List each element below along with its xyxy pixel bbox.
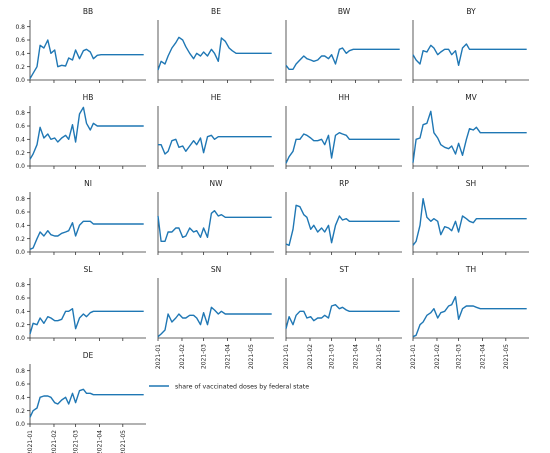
series-line-bw [285, 47, 400, 71]
panel-title: NW [209, 179, 223, 188]
x-tick-label: 2021-03 [329, 344, 336, 369]
series-line-hb [29, 106, 144, 160]
panel-title: ST [339, 265, 349, 274]
panel-title: RP [339, 179, 349, 188]
series-line-sn [157, 306, 272, 338]
panel-he: HE [157, 93, 274, 169]
y-tick-label: 0.0 [15, 335, 25, 342]
panel-rp: RP [285, 179, 402, 255]
series-line-mv [412, 110, 527, 163]
x-tick-label: 2021-01 [27, 430, 34, 453]
x-tick-label: 2021-01 [155, 344, 162, 369]
panel-sn: SN 2021-01 2021-02 2021-03 2021-04 2021-05 [155, 265, 274, 369]
x-tick-label: 2021-04 [225, 344, 232, 369]
y-tick-label: 0.8 [15, 24, 25, 31]
panel-title: BW [338, 7, 351, 16]
panel-title: NI [84, 179, 92, 188]
panel-title: BE [211, 7, 221, 16]
y-tick-label: 0.8 [15, 196, 25, 203]
series-line-nw [157, 209, 272, 243]
panel-title: TH [465, 265, 476, 274]
panel-ni: NI 0.0 0.2 0.4 0.6 0.8 [15, 179, 146, 256]
y-tick-label: 0.2 [15, 408, 25, 415]
x-tick-label: 2021-04 [353, 344, 360, 369]
y-tick-label: 0.2 [15, 150, 25, 157]
x-tick-label: 2021-05 [376, 344, 383, 369]
x-tick-label: 2021-02 [51, 430, 58, 453]
x-tick-label: 2021-02 [434, 344, 441, 369]
y-tick-label: 0.2 [15, 64, 25, 71]
panel-title: MV [465, 93, 477, 102]
y-tick-label: 0.2 [15, 322, 25, 329]
y-tick-label: 0.6 [15, 123, 25, 130]
series-line-hh [285, 131, 400, 164]
x-tick-label: 2021-05 [503, 344, 510, 369]
x-tick-label: 2021-05 [248, 344, 255, 369]
panel-sh: SH [412, 179, 529, 255]
panel-title: BY [466, 7, 476, 16]
panel-hb: HB 0.0 0.2 0.4 0.6 0.8 [15, 93, 146, 170]
x-tick-label: 2021-04 [480, 344, 487, 369]
panel-de: DE 0.0 0.2 0.4 0.6 0.8 2021-01 2021-02 2021-03 20… [15, 351, 146, 453]
panel-title: DE [83, 351, 94, 360]
y-tick-label: 0.8 [15, 110, 25, 117]
y-tick-label: 0.4 [15, 137, 25, 144]
panel-title: HH [338, 93, 349, 102]
series-line-by [412, 43, 527, 67]
y-tick-label: 0.4 [15, 309, 25, 316]
x-tick-label: 2021-01 [283, 344, 290, 369]
y-tick-label: 0.8 [15, 368, 25, 375]
panel-mv: MV [412, 93, 529, 169]
panel-st: ST 2021-01 2021-02 2021-03 2021-04 2021-05 [283, 265, 402, 369]
y-tick-label: 0.6 [15, 37, 25, 44]
x-tick-label: 2021-04 [97, 430, 104, 453]
x-tick-label: 2021-03 [201, 344, 208, 369]
panel-hh: HH [285, 93, 402, 169]
panel-th: TH 2021-01 2021-02 2021-03 2021-04 2021-05 [410, 265, 529, 369]
series-line-de [29, 388, 144, 418]
panel-by: BY [412, 7, 529, 83]
panel-nw: NW [157, 179, 274, 255]
y-tick-label: 0.0 [15, 421, 25, 428]
y-tick-label: 0.6 [15, 381, 25, 388]
y-tick-label: 0.0 [15, 249, 25, 256]
series-line-rp [285, 204, 400, 247]
y-tick-label: 0.8 [15, 282, 25, 289]
panel-bw: BW [285, 7, 402, 83]
x-tick-label: 2021-03 [456, 344, 463, 369]
series-line-he [158, 134, 272, 155]
series-line-th [412, 296, 527, 338]
x-tick-label: 2021-01 [410, 344, 417, 369]
y-tick-label: 0.4 [15, 51, 25, 58]
x-tick-label: 2021-03 [73, 430, 80, 453]
panel-title: HB [83, 93, 94, 102]
series-line-st [285, 304, 400, 329]
series-line-bb [29, 39, 144, 80]
y-tick-label: 0.6 [15, 295, 25, 302]
x-tick-label: 2021-02 [307, 344, 314, 369]
y-tick-label: 0.4 [15, 223, 25, 230]
series-line-be [157, 36, 272, 71]
panel-title: SH [466, 179, 476, 188]
x-tick-label: 2021-05 [120, 430, 127, 453]
panel-be: BE [157, 7, 274, 83]
panel-title: SL [84, 265, 94, 274]
y-tick-label: 0.6 [15, 209, 25, 216]
legend-label: share of vaccinated doses by federal sta… [175, 384, 309, 391]
legend: share of vaccinated doses by federal sta… [149, 384, 309, 391]
series-line-sl [29, 308, 144, 335]
panel-title: SN [211, 265, 221, 274]
panel-bb: BB 0.0 0.2 0.4 0.6 0.8 [15, 7, 146, 84]
y-tick-label: 0.0 [15, 77, 25, 84]
y-tick-label: 0.4 [15, 395, 25, 402]
panel-sl: SL 0.0 0.2 0.4 0.6 0.8 [15, 265, 146, 342]
series-line-sh [412, 197, 527, 246]
y-tick-label: 0.2 [15, 236, 25, 243]
series-line-ni [29, 220, 144, 250]
panel-title: HE [211, 93, 222, 102]
x-tick-label: 2021-02 [179, 344, 186, 369]
y-tick-label: 0.0 [15, 163, 25, 170]
panel-title: BB [83, 7, 93, 16]
